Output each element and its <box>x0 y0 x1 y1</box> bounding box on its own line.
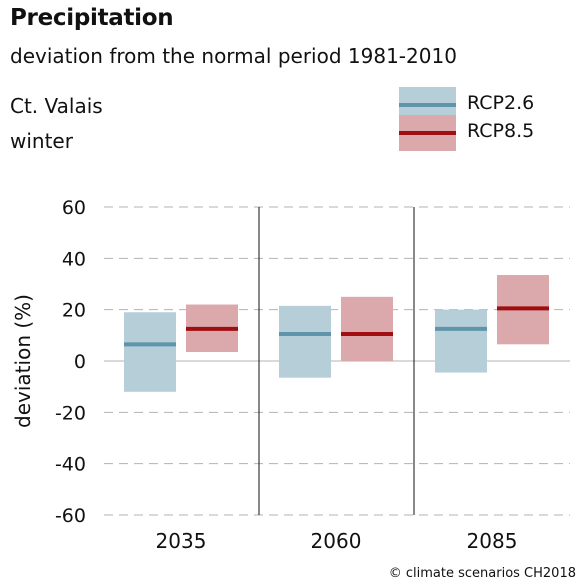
legend-label-rcp85: RCP8.5 <box>467 120 535 142</box>
y-tick-label: 20 <box>62 300 86 322</box>
y-tick-label: 60 <box>62 197 86 219</box>
y-tick-label: 0 <box>74 351 86 373</box>
x-tick-label: 2085 <box>467 529 518 553</box>
region-label: Ct. Valais <box>10 94 103 118</box>
range-bar-rcp26-2085 <box>435 309 487 373</box>
legend-swatch-rcp85 <box>399 115 456 151</box>
legend-label-rcp26: RCP2.6 <box>467 92 535 114</box>
y-tick-label: -60 <box>55 505 86 527</box>
y-tick-label: -20 <box>55 402 86 424</box>
x-tick-label: 2035 <box>156 529 207 553</box>
y-tick-label: -40 <box>55 454 86 476</box>
chart-title: Precipitation <box>10 5 174 31</box>
range-bar-rcp26-2035 <box>124 312 176 392</box>
y-axis-label: deviation (%) <box>11 294 35 428</box>
chart-subtitle: deviation from the normal period 1981-20… <box>10 44 457 68</box>
season-label: winter <box>10 129 73 153</box>
copyright-text: © climate scenarios CH2018 <box>388 566 576 581</box>
range-bar-rcp85-2060 <box>341 296 393 361</box>
range-bar-rcp26-2060 <box>279 305 331 378</box>
x-tick-label: 2060 <box>311 529 362 553</box>
y-tick-label: 40 <box>62 248 86 270</box>
